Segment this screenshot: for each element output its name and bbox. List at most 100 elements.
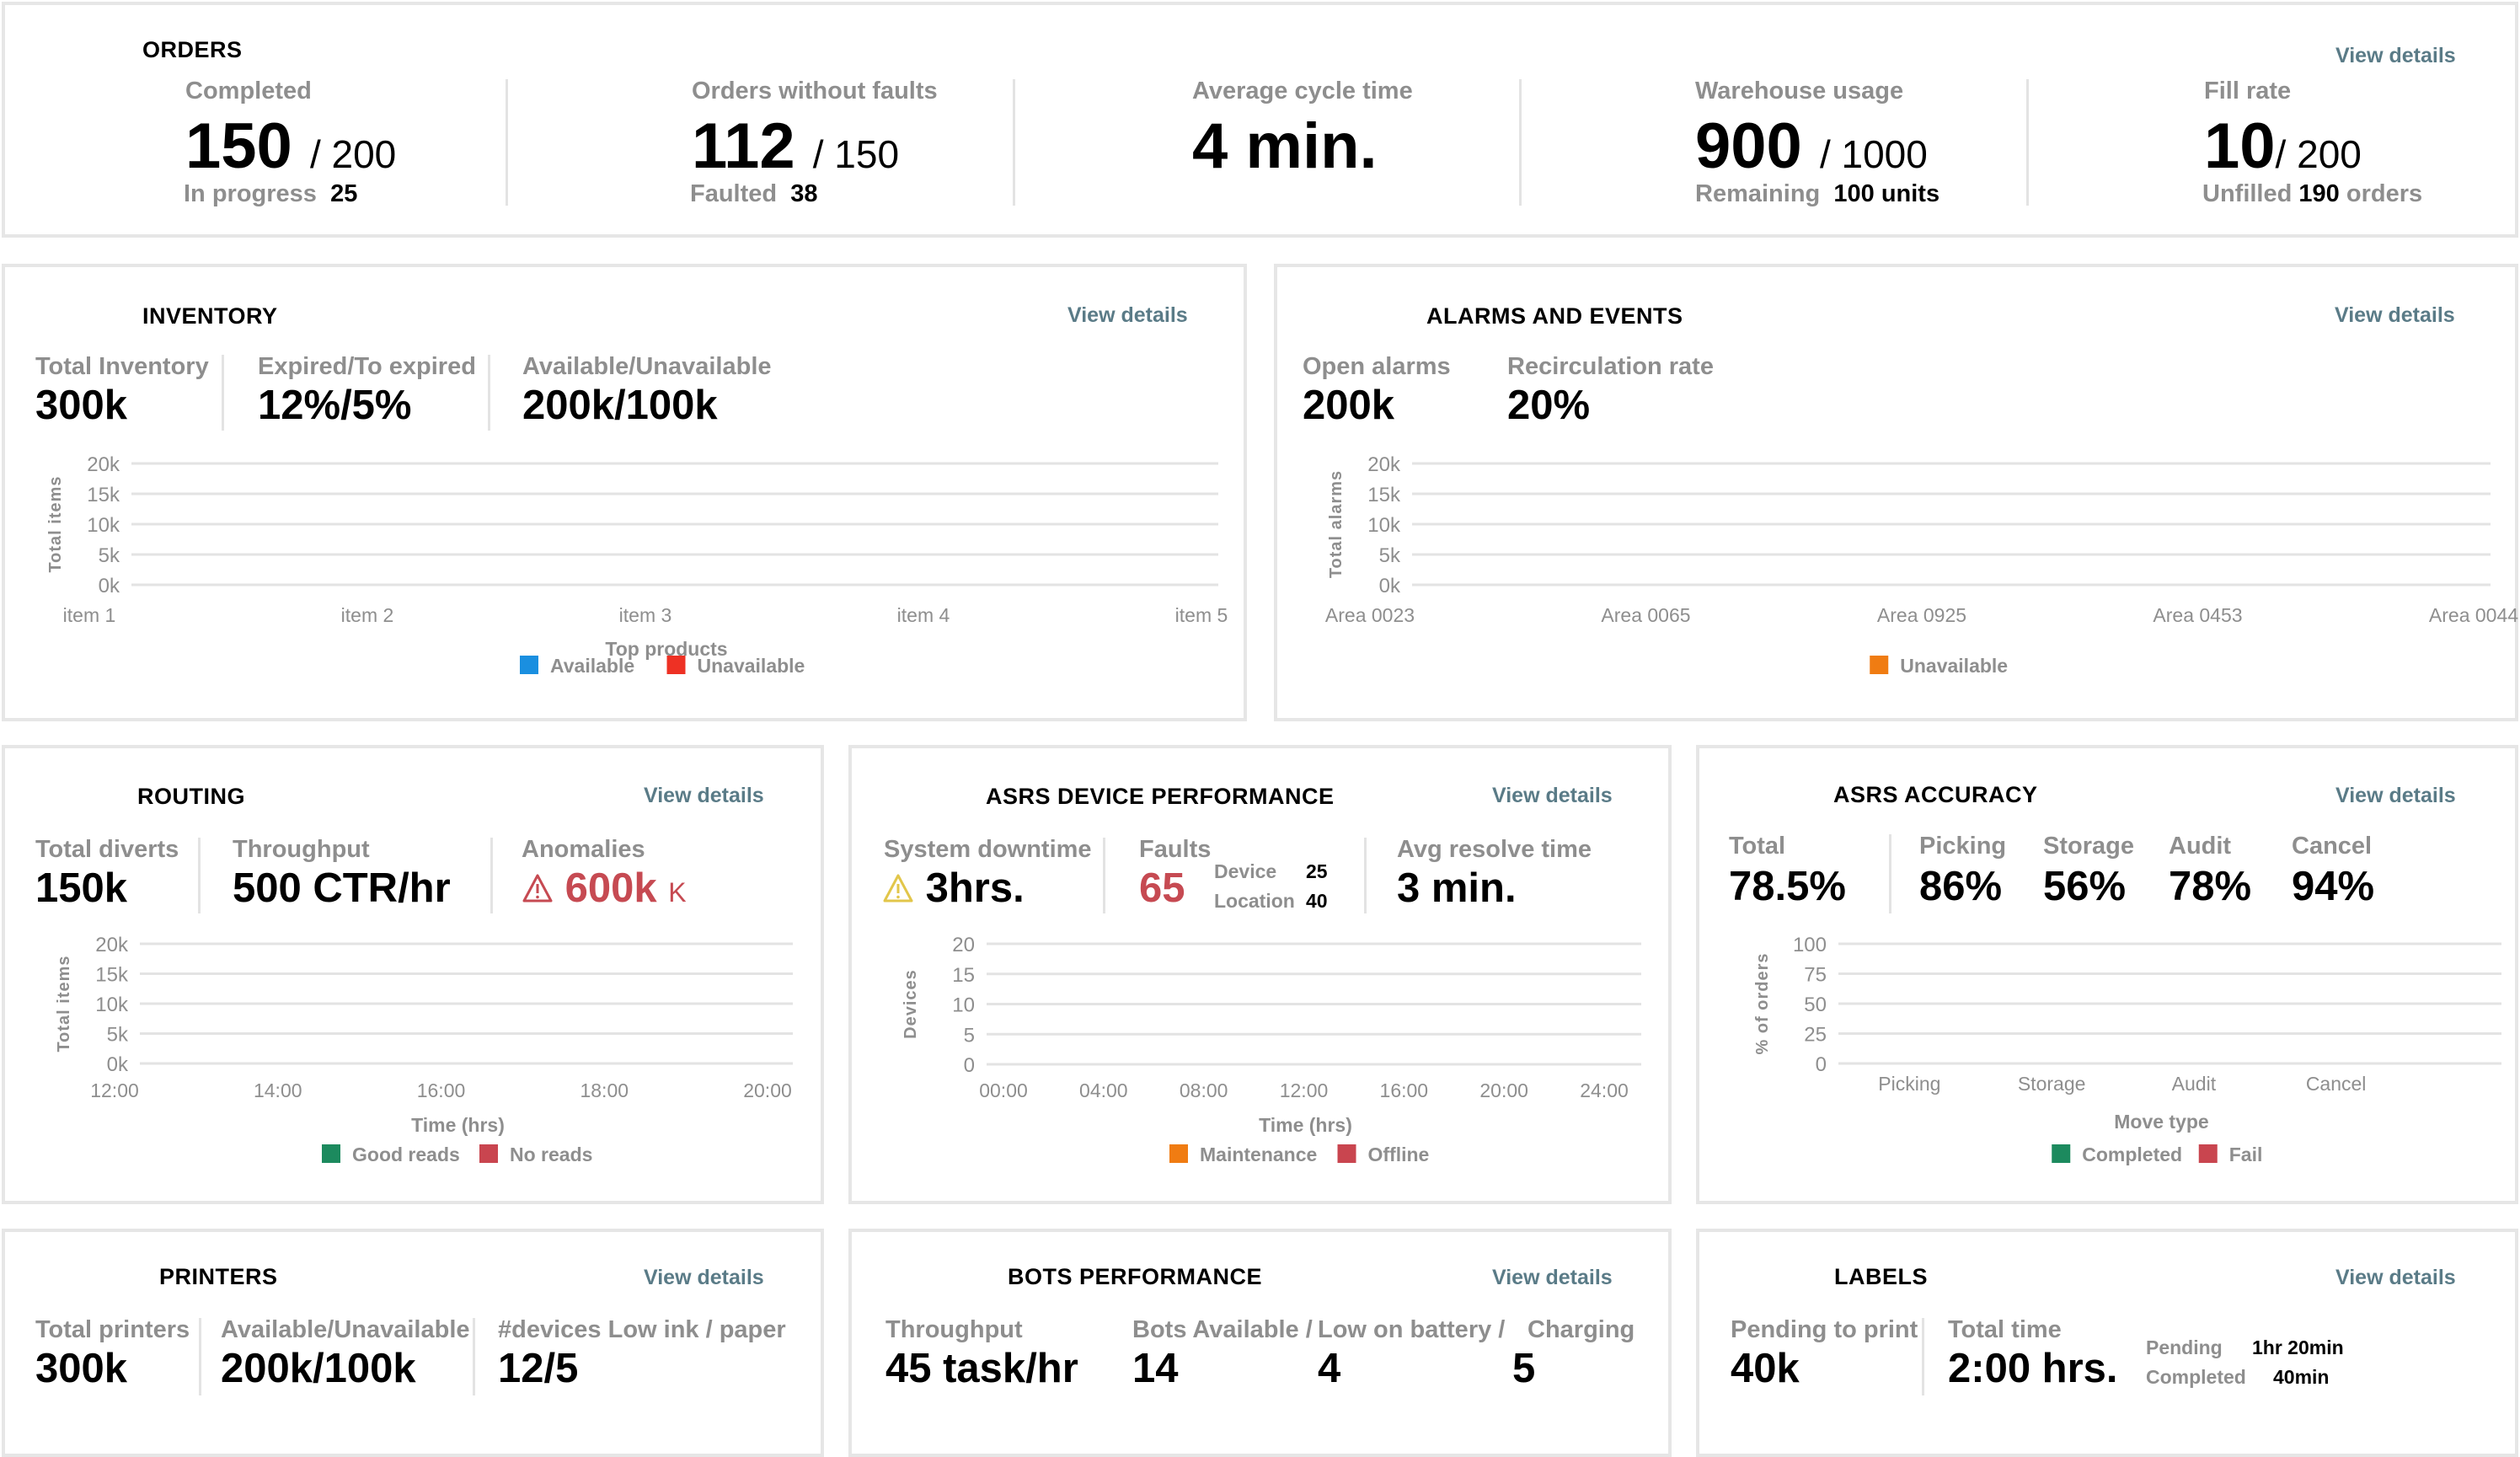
metric-value: 2:00 hrs. <box>1948 1346 2118 1391</box>
y-axis-title: Total items <box>46 475 65 572</box>
metric-label: Total <box>1729 833 1786 860</box>
sub-value: 38 <box>790 180 818 207</box>
y-tick-label: 100 <box>1793 934 1827 956</box>
x-tick-label: item 2 <box>341 604 394 626</box>
y-tick-label: 10k <box>1367 514 1401 537</box>
x-axis-title: Top products <box>605 638 727 660</box>
orders-view-details-link[interactable]: View details <box>2335 44 2456 67</box>
value: 10 <box>2204 110 2276 182</box>
value: 900 <box>1695 110 1802 182</box>
legend-swatch <box>520 656 538 674</box>
faults-location-label: Location <box>1214 890 1295 912</box>
metric-sub: In progress 25 <box>184 180 357 208</box>
y-tick-label: 0k <box>99 575 120 597</box>
divider <box>488 355 490 431</box>
labels-view-details-link[interactable]: View details <box>2335 1266 2456 1289</box>
x-tick-label: 04:00 <box>1079 1079 1128 1101</box>
metric-label: Avg resolve time <box>1397 836 1592 863</box>
divider <box>506 79 508 206</box>
y-tick-label: 0 <box>1816 1053 1827 1076</box>
legend-swatch <box>666 656 686 674</box>
routing-view-details-link[interactable]: View details <box>644 784 764 807</box>
legend-label: No reads <box>510 1144 592 1165</box>
y-tick-label: 20k <box>1367 453 1401 476</box>
metric-label: Low on battery / <box>1318 1316 1506 1343</box>
value: 3hrs. <box>925 865 1025 911</box>
legend-label: Available <box>550 655 634 677</box>
labels-card: LABELS View details Pending to print 40k… <box>1696 1229 2518 1457</box>
x-axis-title: Move type <box>2114 1111 2208 1133</box>
legend-item: Completed <box>2052 1144 2182 1165</box>
x-tick-label: 00:00 <box>979 1079 1028 1101</box>
y-tick-label: 20k <box>95 934 129 956</box>
y-axis-title: Total alarms <box>1327 470 1346 578</box>
asrs-device-card: ASRS DEVICE PERFORMANCE View details Sys… <box>848 745 1672 1204</box>
total: / 200 <box>2275 132 2362 176</box>
x-tick-label: item 5 <box>1175 604 1228 626</box>
y-tick-label: 25 <box>1804 1024 1827 1047</box>
x-tick-label: Area 0023 <box>1325 604 1415 626</box>
divider <box>199 1318 201 1395</box>
y-axis-title: Devices <box>902 969 920 1039</box>
inventory-title: INVENTORY <box>142 303 278 329</box>
x-tick-label: Area 0065 <box>1601 604 1690 626</box>
asrs-device-chart: 0 5 10 15 20 Devices 00:00 04:00 08:00 12:00 16:00… <box>902 934 1641 1165</box>
asrs-accuracy-view-details-link[interactable]: View details <box>2335 784 2456 807</box>
metric-label: System downtime <box>884 836 1092 863</box>
x-tick-label: Picking <box>1878 1073 1940 1095</box>
legend-label: Completed <box>2082 1144 2182 1165</box>
metric-value: 900 / 1000 <box>1695 110 1928 183</box>
faults-device-label: Device <box>1214 860 1277 882</box>
printers-view-details-link[interactable]: View details <box>644 1266 764 1289</box>
metric-label: Throughput <box>885 1316 1023 1343</box>
metric-value: 300k <box>35 1346 128 1391</box>
asrs-device-view-details-link[interactable]: View details <box>1492 784 1613 807</box>
unit: K <box>668 877 687 908</box>
metric-label: Recirculation rate <box>1507 353 1714 380</box>
warning-icon <box>522 874 553 903</box>
metric-label: Available/Unavailable <box>221 1316 470 1343</box>
legend-item: Maintenance <box>1169 1144 1317 1165</box>
sub-suffix: orders <box>2346 180 2423 207</box>
value: 600k <box>564 865 657 911</box>
x-tick-label: 12:00 <box>1280 1079 1329 1101</box>
legend: Good reads No reads <box>322 1144 592 1165</box>
legend-item: Good reads <box>322 1144 460 1165</box>
asrs-accuracy-title: ASRS ACCURACY <box>1833 782 2038 807</box>
x-tick-label: Area 0044 <box>2429 604 2518 626</box>
x-tick-label: Storage <box>2018 1073 2086 1095</box>
x-tick-label: 12:00 <box>90 1079 139 1101</box>
routing-title: ROUTING <box>137 784 245 809</box>
metric-label: Average cycle time <box>1192 78 1413 104</box>
legend: Maintenance Offline <box>1169 1144 1429 1165</box>
metric-label: Orders without faults <box>692 78 938 104</box>
metric-value: 20% <box>1507 383 1591 428</box>
bots-view-details-link[interactable]: View details <box>1492 1266 1613 1289</box>
metric-value: 300k <box>35 383 128 428</box>
sub-value: 100 units <box>1833 180 1940 207</box>
y-tick-label: 5k <box>1379 544 1401 567</box>
x-tick-label: 24:00 <box>1580 1079 1629 1101</box>
x-tick-label: 16:00 <box>1380 1079 1429 1101</box>
metric-label: Pending to print <box>1731 1316 1918 1343</box>
asrs-device-title: ASRS DEVICE PERFORMANCE <box>986 784 1335 809</box>
value: 150 <box>185 110 292 182</box>
y-tick-label: 5k <box>107 1024 129 1047</box>
legend: Unavailable <box>1870 655 2008 677</box>
metric-value: 200k/100k <box>522 383 718 428</box>
y-tick-label: 0k <box>1379 575 1401 597</box>
legend: Available Unavailable <box>520 655 805 677</box>
warning-icon <box>883 874 913 903</box>
y-tick-label: 15 <box>952 964 975 987</box>
divider <box>1519 79 1522 206</box>
x-tick-label: Audit <box>2172 1073 2217 1095</box>
y-tick-label: 20k <box>87 453 120 476</box>
alarms-view-details-link[interactable]: View details <box>2335 303 2455 327</box>
x-tick-label: Area 0453 <box>2153 604 2242 626</box>
divider <box>222 355 224 431</box>
legend-item: Available <box>520 655 634 677</box>
metric-value: 10/ 200 <box>2204 110 2362 183</box>
inventory-view-details-link[interactable]: View details <box>1067 303 1188 327</box>
metric-value: 150k <box>35 865 128 911</box>
metric-value: 500 CTR/hr <box>233 865 451 911</box>
